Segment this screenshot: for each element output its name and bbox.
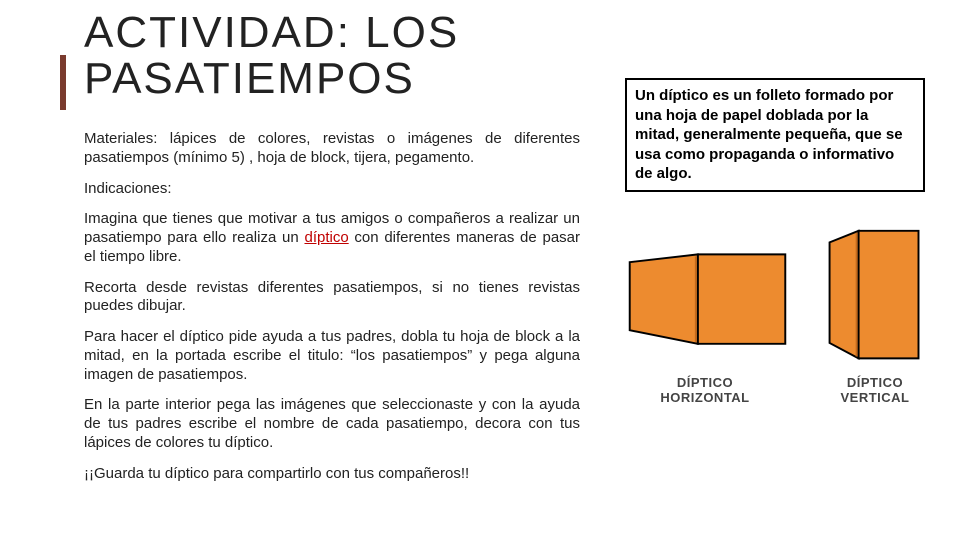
- instruction-2: Recorta desde revistas diferentes pasati…: [84, 279, 580, 317]
- diptych-horizontal-caption: DÍPTICO HORIZONTAL: [640, 375, 770, 405]
- closing-line: ¡¡Guarda tu díptico para compartirlo con…: [84, 465, 580, 484]
- diptych-diagram: DÍPTICO HORIZONTAL DÍPTICO VERTICAL: [620, 225, 940, 415]
- slide: ACTIVIDAD: LOS PASATIEMPOS Materiales: l…: [0, 0, 960, 540]
- definition-box: Un díptico es un folleto formado por una…: [625, 78, 925, 192]
- diptych-vertical-icon: [820, 225, 930, 370]
- instruction-4: En la parte interior pega las imágenes q…: [84, 396, 580, 452]
- page-title: ACTIVIDAD: LOS PASATIEMPOS: [84, 10, 580, 102]
- materials-paragraph: Materiales: lápices de colores, revistas…: [84, 130, 580, 168]
- diptico-keyword: díptico: [304, 229, 348, 246]
- body-column: Materiales: lápices de colores, revistas…: [84, 130, 580, 495]
- instructions-label: Indicaciones:: [84, 180, 580, 199]
- diptych-horizontal-icon: [620, 243, 795, 363]
- diptych-vertical-caption: DÍPTICO VERTICAL: [830, 375, 920, 405]
- title-block: ACTIVIDAD: LOS PASATIEMPOS: [60, 10, 580, 102]
- instruction-1: Imagina que tienes que motivar a tus ami…: [84, 210, 580, 266]
- instruction-3: Para hacer el díptico pide ayuda a tus p…: [84, 328, 580, 384]
